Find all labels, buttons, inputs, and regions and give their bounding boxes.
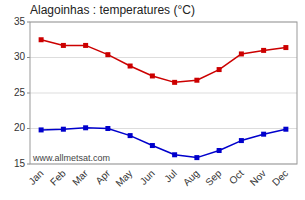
point bbox=[39, 37, 44, 42]
point bbox=[239, 138, 244, 143]
x-tick-label: Mar bbox=[70, 167, 90, 187]
point bbox=[194, 78, 199, 83]
x-tick-label: Feb bbox=[48, 167, 68, 187]
series-line bbox=[41, 40, 286, 83]
point bbox=[172, 152, 177, 157]
grid-line bbox=[30, 57, 297, 58]
point bbox=[261, 48, 266, 53]
point bbox=[283, 127, 288, 132]
x-tick-label: Jul bbox=[162, 168, 179, 185]
point bbox=[283, 45, 288, 50]
y-tick-label: 25 bbox=[14, 87, 26, 98]
point bbox=[172, 80, 177, 85]
point bbox=[239, 51, 244, 56]
watermark: www.allmetsat.com bbox=[32, 153, 110, 163]
data-area bbox=[39, 37, 289, 160]
point bbox=[128, 64, 133, 69]
y-tick-label: 20 bbox=[14, 122, 26, 133]
point bbox=[105, 126, 110, 131]
point bbox=[61, 43, 66, 48]
title: Alagoinhas : temperatures (°C) bbox=[30, 3, 195, 17]
plot-frame bbox=[30, 22, 297, 164]
grid-line bbox=[30, 93, 297, 94]
point bbox=[150, 143, 155, 148]
point bbox=[261, 132, 266, 137]
x-tick-label: Dec bbox=[270, 168, 290, 188]
x-tick-label: Sep bbox=[203, 167, 224, 188]
y-tick-label: 35 bbox=[14, 16, 26, 27]
x-tick-label: May bbox=[113, 168, 134, 189]
point bbox=[194, 155, 199, 160]
point bbox=[61, 127, 66, 132]
x-tick-label: Aug bbox=[181, 168, 201, 188]
y-tick-label: 15 bbox=[14, 158, 26, 169]
point bbox=[217, 67, 222, 72]
point bbox=[128, 133, 133, 138]
page: {"chart_data": {"type": "line", "title":… bbox=[0, 0, 305, 200]
plot-area bbox=[30, 22, 297, 164]
point bbox=[150, 73, 155, 78]
x-tick-label: Apr bbox=[94, 167, 113, 186]
chart-container: 15 20 25 30 35 JanFebMarAprMayJun JulAugSepOct… bbox=[0, 0, 305, 200]
x-tick-label: Jan bbox=[26, 168, 45, 187]
point bbox=[83, 125, 88, 130]
series bbox=[39, 37, 289, 85]
x-tick-label: Oct bbox=[227, 167, 246, 186]
chart: 15 20 25 30 35 JanFebMarAprMayJun JulAugSepOct… bbox=[0, 0, 305, 200]
x-axis: JanFebMarAprMayJun JulAugSepOctNovDec bbox=[26, 167, 290, 189]
point bbox=[83, 43, 88, 48]
y-axis: 15 20 25 30 35 bbox=[14, 16, 297, 169]
x-tick-label: Nov bbox=[248, 168, 268, 188]
point bbox=[217, 148, 222, 153]
x-tick-label: Jun bbox=[138, 168, 157, 187]
y-tick-label: 30 bbox=[14, 51, 26, 62]
point bbox=[105, 52, 110, 57]
point bbox=[39, 127, 44, 132]
